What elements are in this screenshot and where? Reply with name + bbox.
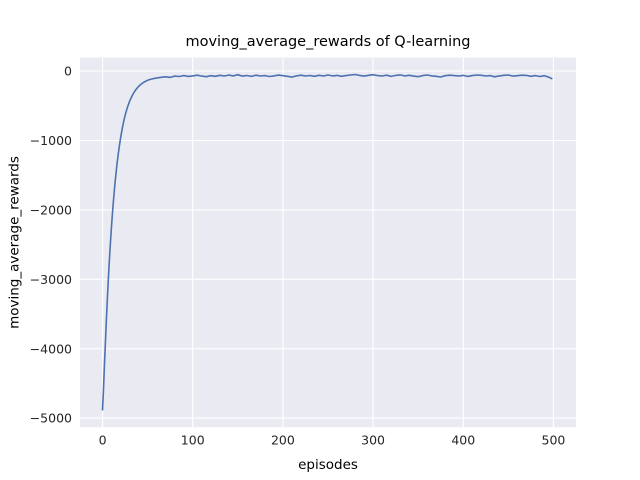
x-tick-label: 0 — [99, 433, 107, 448]
chart-title: moving_average_rewards of Q-learning — [185, 34, 471, 50]
plot-area — [80, 57, 576, 428]
y-tick-label: −2000 — [30, 202, 72, 217]
y-tick-label: −1000 — [30, 133, 72, 148]
x-tick-label: 100 — [181, 433, 205, 448]
x-tick-label: 400 — [451, 433, 475, 448]
data-line — [101, 73, 553, 411]
y-tick-label: 0 — [64, 64, 72, 79]
x-tick-label: 300 — [361, 433, 385, 448]
x-axis-label: episodes — [298, 457, 358, 473]
y-tick-label: −3000 — [30, 272, 72, 287]
y-axis-label: moving_average_rewards — [6, 156, 23, 329]
x-tick-label: 200 — [271, 433, 295, 448]
x-tick-label: 500 — [542, 433, 566, 448]
y-tick-label: −4000 — [30, 341, 72, 356]
y-tick-label: −5000 — [30, 411, 72, 426]
